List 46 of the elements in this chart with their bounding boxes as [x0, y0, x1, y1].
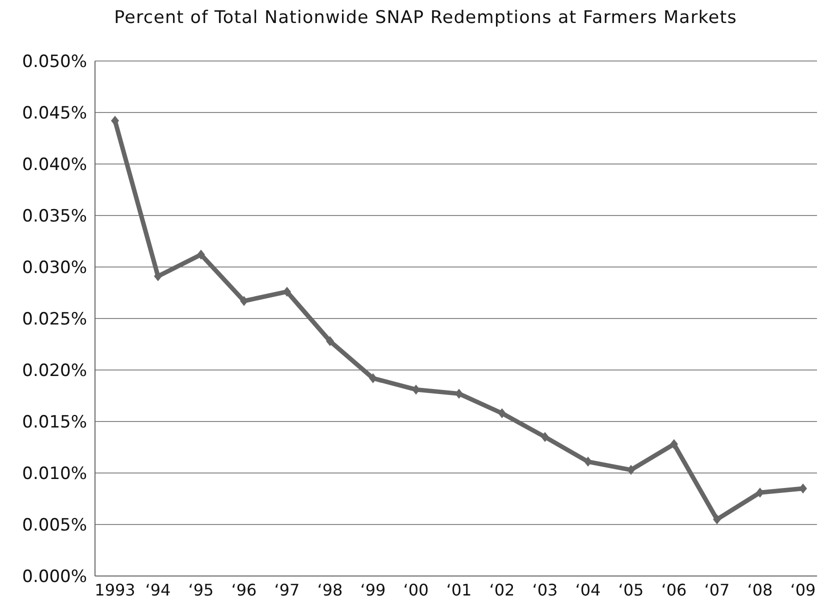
x-tick-label: ‘98 — [317, 580, 343, 600]
point — [713, 514, 721, 524]
x-tick-label: ‘00 — [403, 580, 429, 600]
point — [799, 483, 807, 494]
y-tick-label: 0.050% — [22, 52, 87, 72]
point — [584, 456, 592, 467]
point — [326, 336, 334, 346]
x-tick-label: ‘07 — [704, 580, 730, 600]
point — [197, 250, 205, 260]
point — [369, 373, 377, 384]
point — [240, 296, 248, 306]
x-tick-label: ‘99 — [360, 580, 386, 600]
point — [498, 408, 506, 418]
x-tick-label: ‘96 — [231, 580, 257, 600]
point — [412, 384, 420, 395]
x-tick-label: ‘08 — [747, 580, 773, 600]
x-tick-label: ‘95 — [188, 580, 214, 600]
x-tick-label: ‘02 — [489, 580, 515, 600]
x-tick-label: ‘01 — [446, 580, 472, 600]
y-tick-label: 0.030% — [22, 258, 87, 278]
y-tick-label: 0.020% — [22, 361, 87, 382]
point — [283, 286, 291, 297]
y-tick-label: 0.035% — [22, 206, 87, 227]
y-tick-label: 0.005% — [22, 516, 87, 536]
point — [756, 488, 764, 498]
y-tick-label: 0.045% — [22, 104, 87, 124]
point — [670, 439, 678, 450]
x-tick-label: ‘05 — [618, 580, 644, 600]
point — [541, 432, 549, 442]
y-tick-label: 0.015% — [22, 412, 87, 433]
point — [111, 116, 119, 126]
y-tick-label: 0.010% — [22, 464, 87, 484]
x-tick-label: ‘06 — [661, 580, 687, 600]
chart-title: Percent of Total Nationwide SNAP Redemptions at Farmers Markets — [113, 8, 738, 28]
x-tick-label: ‘04 — [575, 580, 601, 600]
x-tick-label: ‘03 — [532, 580, 558, 600]
x-tick-label: ‘97 — [274, 580, 300, 600]
point — [154, 271, 162, 282]
point — [627, 464, 635, 475]
y-tick-label: 0.000% — [22, 567, 87, 588]
x-tick-label: 1993 — [94, 580, 136, 600]
x-tick-label: ‘09 — [790, 580, 816, 600]
y-tick-label: 0.025% — [22, 310, 87, 330]
y-tick-label: 0.040% — [22, 155, 87, 176]
point — [455, 388, 463, 399]
x-tick-label: ‘94 — [145, 580, 171, 600]
